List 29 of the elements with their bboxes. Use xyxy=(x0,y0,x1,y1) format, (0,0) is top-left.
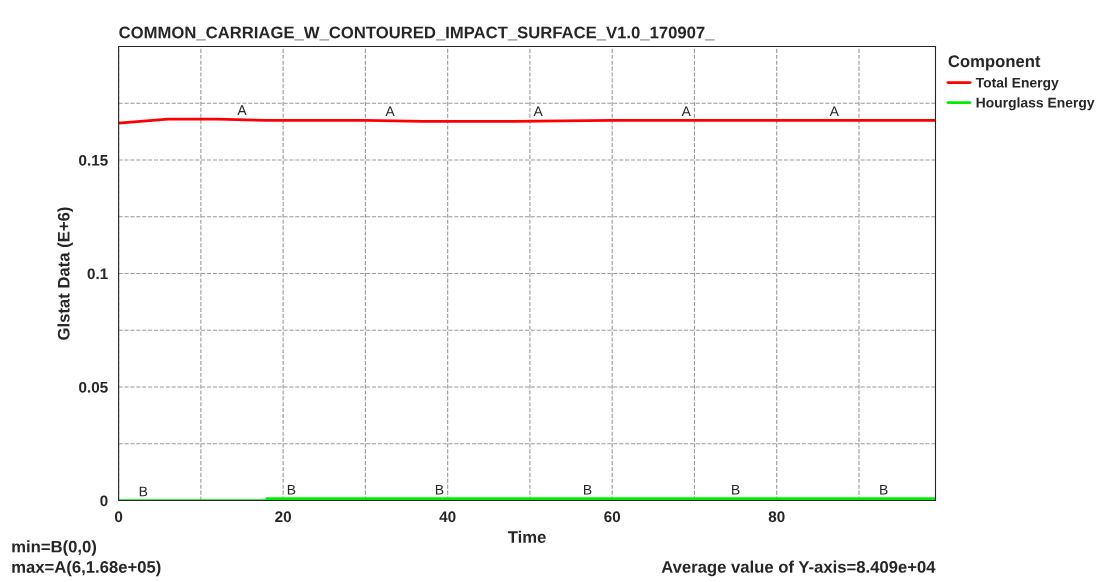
y-tick-label: 0.15 xyxy=(79,154,108,166)
annotation: B xyxy=(139,486,148,497)
chart-title: COMMON_CARRIAGE_W_CONTOURED_IMPACT_SURFACE_V1.0_170907_ xyxy=(119,26,715,41)
annotation: B xyxy=(287,484,296,495)
annotation: A xyxy=(829,106,839,117)
annotation: B xyxy=(732,484,740,495)
text: max=A(6,1.68e+05) xyxy=(12,560,161,577)
y-tick-label: 0 xyxy=(100,495,108,507)
legend-label: Hourglass Energy xyxy=(976,97,1095,111)
text: Average value of Y-axis=8.409e+04 xyxy=(661,560,936,577)
annotation: A xyxy=(681,106,691,117)
legend-label: Total Energy xyxy=(975,77,1059,91)
y-axis-title: Glstat Data (E+6) xyxy=(57,207,73,340)
annotation: A xyxy=(385,106,395,117)
x-tick-label: 20 xyxy=(275,511,292,523)
annotation: A xyxy=(237,105,247,115)
x-tick-label: 60 xyxy=(604,511,621,523)
annotation: B xyxy=(435,484,444,495)
x-tick-label: 0 xyxy=(114,511,123,523)
y-tick-label: 0.1 xyxy=(87,268,108,280)
annotation: B xyxy=(584,484,592,495)
x-tick-label: 80 xyxy=(768,511,785,523)
text: min=B(0,0) xyxy=(12,540,97,556)
legend-title: Component xyxy=(948,55,1041,71)
y-tick-label: 0.05 xyxy=(79,381,108,393)
x-tick-label: 40 xyxy=(439,511,456,523)
x-axis-title: Time xyxy=(507,530,546,543)
annotation: A xyxy=(533,106,543,117)
annotation: B xyxy=(880,484,888,495)
